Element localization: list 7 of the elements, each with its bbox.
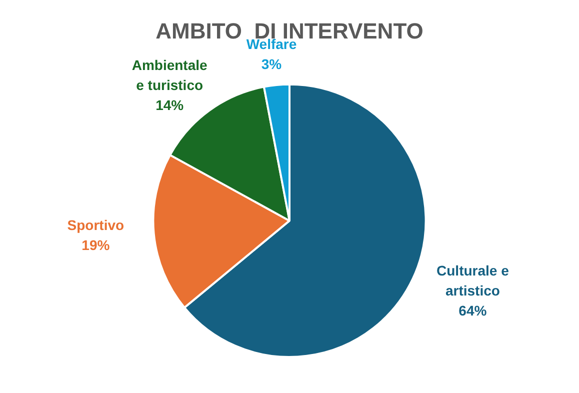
data-label: 19% <box>82 237 110 254</box>
data-label: 64% <box>458 302 488 318</box>
slice-label: Sportivo <box>67 217 124 234</box>
data-label: 3% <box>261 56 282 72</box>
slice-label: Culturale e artistico <box>436 262 510 298</box>
data-label: 14% <box>156 97 184 114</box>
slice-label: Ambientale e turistico <box>132 57 208 94</box>
